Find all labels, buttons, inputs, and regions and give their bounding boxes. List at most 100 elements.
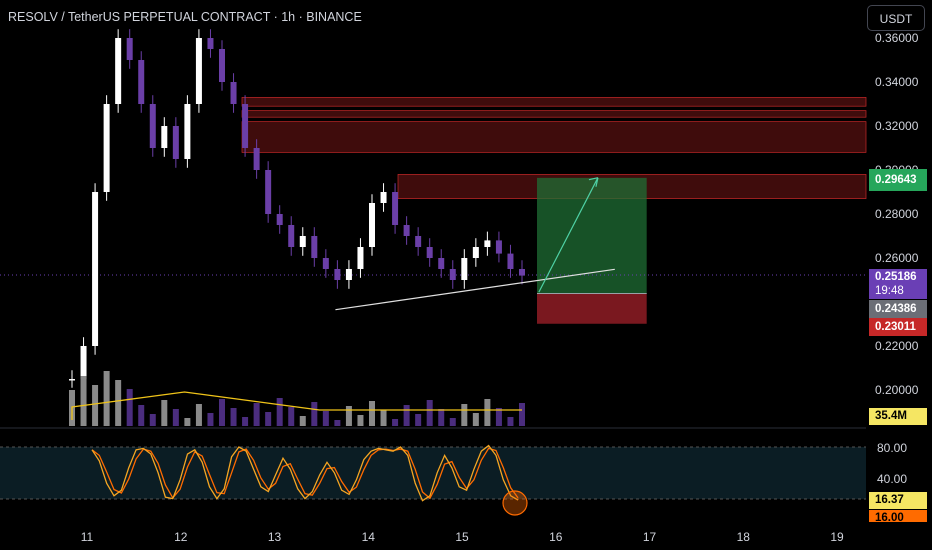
candle-body — [230, 82, 237, 104]
volume-bar — [403, 405, 410, 426]
candle-body — [311, 236, 318, 258]
candle-body — [403, 225, 410, 236]
volume-bar — [345, 406, 352, 426]
candle-body — [92, 192, 99, 346]
volume-bar — [519, 403, 525, 426]
volume-ma-line — [71, 391, 522, 420]
stop-price-tag: 0.23011 — [869, 318, 927, 336]
candle-body — [426, 247, 433, 258]
candle-body — [103, 104, 110, 192]
price-axis-label: 0.32000 — [875, 119, 919, 133]
target-zone — [537, 177, 647, 294]
candle-body — [299, 236, 306, 247]
price-axis-label: 0.28000 — [875, 207, 919, 221]
candle-body — [461, 258, 468, 280]
currency-button[interactable]: USDT — [867, 5, 925, 31]
stoch-axis-label: 80.00 — [877, 441, 907, 455]
candle-body — [184, 104, 191, 159]
volume-bar — [195, 404, 202, 426]
time-axis-label: 11 — [81, 530, 94, 544]
volume-bar — [276, 398, 283, 426]
candle-body — [126, 38, 133, 60]
time-axis-label: 17 — [643, 530, 657, 544]
volume-bar — [242, 417, 249, 426]
time-axis-label: 13 — [268, 530, 282, 544]
chart-title: RESOLV / TetherUS PERPETUAL CONTRACT · 1… — [8, 10, 362, 24]
volume-bar — [415, 414, 422, 426]
candle-body — [276, 214, 283, 225]
candle-body — [161, 126, 168, 148]
price-axis-label: 0.26000 — [875, 251, 919, 265]
resistance-zone — [241, 97, 867, 107]
target-price-tag: 0.29643 — [869, 169, 927, 191]
volume-bar — [149, 414, 156, 426]
volume-bar — [369, 401, 375, 426]
candle-body — [484, 240, 491, 247]
candle-body — [219, 49, 225, 82]
volume-bar — [380, 410, 387, 426]
time-axis-label: 19 — [830, 530, 844, 544]
candle-body — [519, 269, 525, 276]
candle-body — [495, 240, 502, 254]
candle-body — [369, 203, 375, 247]
candle-body — [415, 236, 422, 247]
candle-body — [334, 269, 341, 280]
candle-body — [265, 170, 272, 214]
volume-bar — [230, 408, 237, 426]
candle-body — [449, 269, 456, 280]
volume-bar — [461, 404, 468, 426]
candle-body — [322, 258, 329, 269]
volume-bar — [322, 411, 329, 426]
volume-bar — [426, 400, 433, 426]
candle-body — [357, 247, 364, 269]
volume-bar — [357, 415, 364, 426]
time-axis-label: 16 — [549, 530, 563, 544]
stop-zone — [537, 293, 647, 324]
projection-arrowhead — [588, 177, 599, 187]
volume-tag: 35.4M — [869, 408, 927, 425]
candle-body — [380, 192, 387, 203]
volume-bar — [92, 385, 99, 426]
candle-body — [138, 60, 145, 104]
time-axis-label: 12 — [174, 530, 188, 544]
stoch-band — [0, 447, 866, 499]
resistance-zone — [241, 110, 867, 118]
stoch-k-line — [91, 444, 519, 502]
candle-body — [207, 38, 214, 49]
candle-body — [69, 379, 75, 381]
price-axis-label: 0.20000 — [875, 383, 919, 397]
volume-bar — [80, 376, 87, 426]
stoch-d-tag: 16.00 — [869, 510, 927, 522]
volume-bar — [115, 380, 122, 426]
volume-bar — [299, 416, 306, 426]
time-axis-label: 14 — [362, 530, 376, 544]
candle-body — [115, 38, 122, 104]
volume-bar — [103, 371, 110, 426]
volume-bar — [184, 418, 191, 426]
stoch-d-line — [91, 447, 519, 500]
candle-body — [242, 104, 249, 148]
candle-body — [507, 253, 514, 269]
candle-body — [472, 247, 479, 258]
volume-bar — [253, 403, 260, 426]
candle-body — [172, 126, 179, 159]
volume-bar — [334, 420, 341, 426]
volume-bar — [138, 405, 145, 426]
time-axis-label: 18 — [737, 530, 751, 544]
bar-countdown: 19:48 — [875, 285, 904, 297]
candle-body — [195, 38, 202, 104]
volume-bar — [161, 400, 168, 426]
volume-bar — [449, 418, 456, 426]
volume-bar — [207, 413, 214, 426]
stoch-axis-label: 40.00 — [877, 472, 907, 486]
volume-bar — [265, 412, 272, 426]
volume-bar — [126, 389, 133, 426]
stoch-k-tag: 16.37 — [869, 492, 927, 509]
trend-line — [335, 268, 615, 311]
volume-bar — [438, 409, 445, 426]
volume-bar — [392, 419, 399, 426]
candle-body — [149, 104, 156, 148]
volume-bar — [495, 408, 502, 426]
current-price-tag: 0.25186 19:48 — [869, 269, 927, 299]
